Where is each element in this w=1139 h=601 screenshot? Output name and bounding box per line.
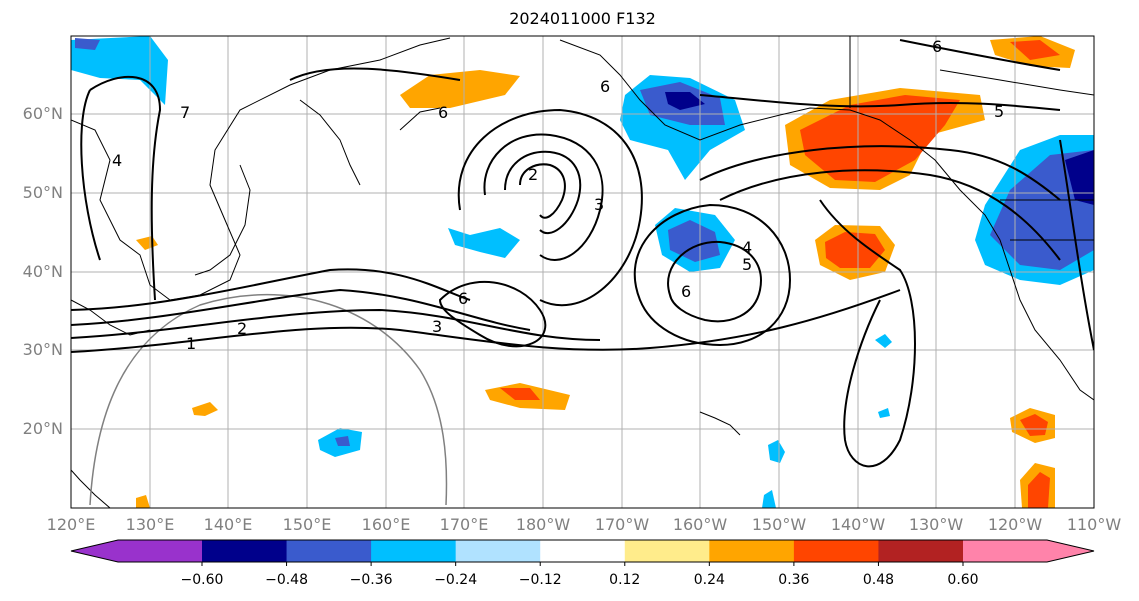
colorbar-swatch xyxy=(540,540,626,562)
lon-label: 120°W xyxy=(987,515,1043,534)
anomaly-positive xyxy=(1028,472,1050,508)
anomaly-positive xyxy=(400,70,520,108)
colorbar-tick-label: −0.36 xyxy=(349,572,393,588)
lon-label: 140°E xyxy=(203,515,253,534)
anomaly-positive xyxy=(1010,40,1060,60)
lat-label: 40°N xyxy=(22,262,63,281)
contour-label: 6 xyxy=(932,37,942,56)
colorbar-tick-label: 0.24 xyxy=(693,572,725,588)
anomaly-positive xyxy=(1020,414,1048,436)
lon-label: 160°W xyxy=(672,515,728,534)
map-border xyxy=(70,35,1095,509)
anomaly-negative xyxy=(768,440,785,463)
colorbar-swatch xyxy=(793,540,879,562)
anomaly-negative xyxy=(71,36,168,105)
reference-arc xyxy=(89,293,448,506)
lon-label: 170°E xyxy=(439,515,489,534)
contour-lines xyxy=(71,39,1094,468)
lon-label: 130°W xyxy=(908,515,964,534)
anomaly-negative xyxy=(878,408,890,418)
gridlines xyxy=(71,36,1094,508)
contour-label: 6 xyxy=(681,282,691,301)
anomaly-positive xyxy=(192,402,218,416)
anomaly-positive xyxy=(136,495,150,508)
anomaly-negative xyxy=(875,334,892,348)
colorbar-tick-label: −0.60 xyxy=(180,572,224,588)
contour-label: 2 xyxy=(237,319,247,338)
colorbar-tick-label: 0.36 xyxy=(778,572,810,588)
contour-label: 4 xyxy=(742,238,752,257)
coastlines xyxy=(71,36,1094,508)
colorbar-swatch xyxy=(455,540,541,562)
anomaly-negative xyxy=(665,92,705,110)
contour-label: 6 xyxy=(458,289,468,308)
colorbar-tick-label: 0.48 xyxy=(862,572,895,588)
contour-label: 4 xyxy=(112,151,122,170)
lon-label: 160°E xyxy=(361,515,411,534)
colorbar-tick-label: 0.12 xyxy=(609,572,641,588)
lat-label: 60°N xyxy=(22,104,63,123)
colorbar-tick-label: 0.60 xyxy=(947,572,979,588)
colorbar-tick-label: −0.24 xyxy=(434,572,478,588)
lat-label: 20°N xyxy=(22,419,63,438)
anomaly-negative xyxy=(1065,150,1094,205)
colorbar xyxy=(70,539,1095,566)
anomaly-positive xyxy=(825,232,885,268)
lat-label: 30°N xyxy=(22,340,63,359)
contour-label: 6 xyxy=(438,103,448,122)
colorbar-tick-label: −0.48 xyxy=(265,572,308,588)
anomaly-negative xyxy=(335,436,350,446)
contour-label: 5 xyxy=(742,255,752,274)
lon-label: 110°W xyxy=(1066,515,1122,534)
contour-label: 6 xyxy=(600,77,610,96)
colorbar-swatch xyxy=(286,540,372,562)
anomaly-negative xyxy=(762,490,776,508)
lon-label: 120°E xyxy=(46,515,96,534)
lon-label: 140°W xyxy=(830,515,886,534)
anomaly-positive xyxy=(800,95,960,182)
anomaly-negative xyxy=(668,220,720,262)
colorbar-tick-label: −0.12 xyxy=(518,572,562,588)
map-title: 2024011000 F132 xyxy=(509,9,656,28)
lon-label: 170°W xyxy=(594,515,650,534)
colorbar-outline xyxy=(70,539,1095,563)
lon-label: 150°W xyxy=(751,515,807,534)
contour-label: 7 xyxy=(180,103,190,122)
lat-label: 50°N xyxy=(22,183,63,202)
anomaly-negative xyxy=(75,38,100,50)
colorbar-swatch xyxy=(963,540,1094,562)
colorbar-swatch xyxy=(71,540,202,562)
contour-label: 3 xyxy=(432,317,442,336)
lon-label: 150°E xyxy=(282,515,332,534)
colorbar-swatch xyxy=(878,540,964,562)
contour-label-layer: 1 2 3 6 6 2 3 4 5 6 6 7 4 5 6 xyxy=(112,37,1004,353)
colorbar-swatch xyxy=(624,540,710,562)
colorbar-swatch xyxy=(709,540,795,562)
anomaly-positive xyxy=(500,388,540,400)
colorbar-swatch xyxy=(202,540,288,562)
contour-label: 3 xyxy=(594,195,604,214)
contour-label: 1 xyxy=(186,334,196,353)
contour-label: 5 xyxy=(994,102,1004,121)
lon-label: 180°W xyxy=(515,515,571,534)
lon-label: 130°E xyxy=(125,515,175,534)
contour-label: 2 xyxy=(528,165,538,184)
colorbar-swatch xyxy=(371,540,457,562)
anomaly-negative xyxy=(448,228,520,258)
